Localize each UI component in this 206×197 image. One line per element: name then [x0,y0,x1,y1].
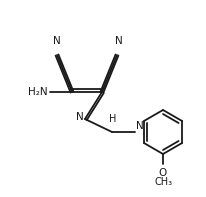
Text: H₂N: H₂N [28,87,48,97]
Text: H: H [109,114,116,124]
Text: O: O [158,168,166,178]
Text: CH₃: CH₃ [154,177,172,187]
Text: N: N [53,36,61,46]
Text: N: N [115,36,122,46]
Text: N: N [135,121,143,131]
Text: N: N [76,112,84,122]
